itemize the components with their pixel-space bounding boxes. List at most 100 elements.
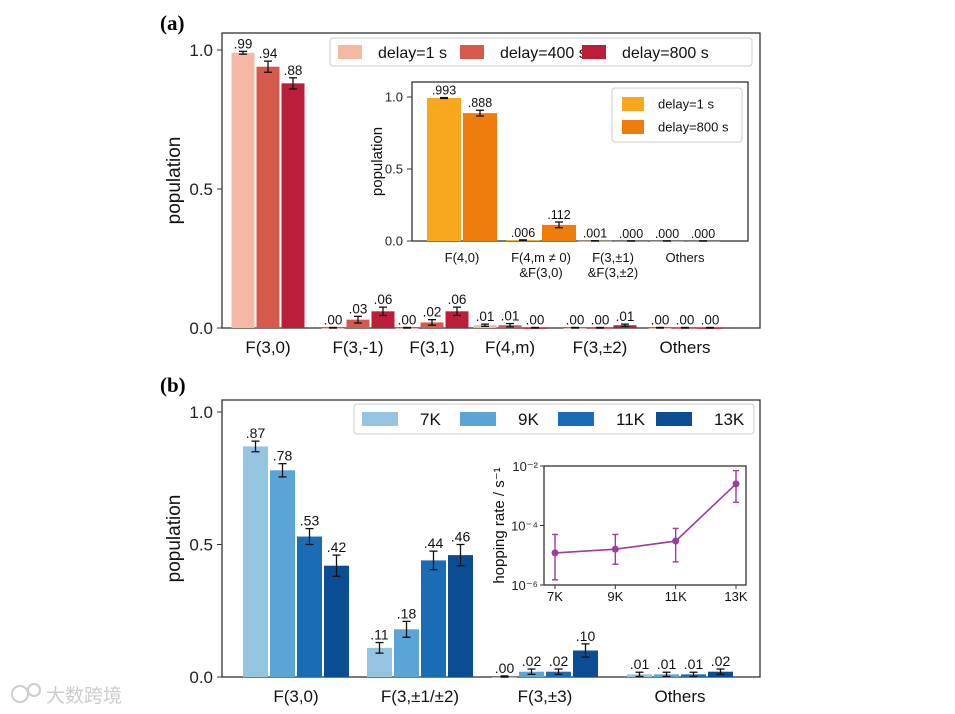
- y-axis-label: population: [164, 495, 185, 583]
- bar-value-label: .87: [246, 425, 266, 441]
- bar-value-label: .06: [374, 292, 393, 307]
- bar-value-label: .02: [549, 653, 569, 669]
- legend: [329, 37, 753, 67]
- bar: [463, 113, 497, 241]
- legend-label: delay=800 s: [658, 120, 729, 135]
- y-tick-label: 10⁻⁴: [511, 519, 538, 534]
- svg-text:大数跨境: 大数跨境: [46, 685, 122, 707]
- bar-value-label: .01: [630, 656, 650, 672]
- y-tick-label: 0.5: [189, 536, 213, 555]
- x-tick-label: F(3,-1): [333, 338, 384, 357]
- bar-value-label: .00: [566, 312, 585, 327]
- bar-value-label: .06: [448, 292, 467, 307]
- bar-value-label: .00: [701, 312, 720, 327]
- x-tick-label: F(3,±2): [573, 338, 628, 357]
- series-line: [554, 483, 737, 554]
- bar: [346, 319, 370, 328]
- bar-value-label: .18: [397, 605, 417, 621]
- x-tick-label: F(3,±1): [592, 250, 634, 265]
- bar-value-label: .00: [676, 312, 695, 327]
- legend-label: 13K: [714, 410, 745, 429]
- bar: [281, 83, 305, 328]
- bar-value-label: .888: [468, 96, 492, 110]
- legend: [353, 403, 755, 435]
- bar: [297, 536, 322, 677]
- bar-value-label: .10: [576, 628, 596, 644]
- bar: [427, 98, 461, 242]
- data-point: [732, 480, 740, 488]
- y-axis-label: population: [369, 127, 386, 196]
- bar: [324, 565, 349, 677]
- bar-value-label: .53: [300, 513, 320, 529]
- legend-swatch: [338, 45, 362, 59]
- bar-value-label: .00: [651, 312, 670, 327]
- panel-label-a: (a): [160, 11, 185, 35]
- bar-value-label: .00: [398, 312, 417, 327]
- panel-a-inset: 0.0 0.5 1.0 population F(4,0) .993 .888 F(4,m ≠…: [369, 81, 749, 280]
- bar-value-label: .006: [511, 226, 535, 240]
- legend-label: delay=400 s: [500, 45, 587, 62]
- x-tick-label: F(4,m): [485, 338, 535, 357]
- y-tick-label: 0.5: [385, 162, 403, 177]
- bar: [256, 66, 280, 329]
- y-tick-label: 1.0: [189, 41, 213, 60]
- plot-frame: [543, 465, 747, 586]
- x-tick-label: 9K: [607, 589, 623, 604]
- x-tick-label: F(3,0): [273, 687, 318, 706]
- y-tick-label: 1.0: [385, 90, 403, 105]
- y-axis-label: hopping rate / s⁻¹: [491, 467, 508, 583]
- y-tick-label: 0.0: [189, 319, 213, 338]
- bar-value-label: .01: [616, 309, 635, 324]
- x-tick-label: 13K: [724, 589, 747, 604]
- bar-value-label: .00: [591, 312, 610, 327]
- bar: [542, 224, 576, 241]
- x-tick-label: Others: [654, 687, 705, 706]
- y-tick-label: 0.5: [189, 180, 213, 199]
- bar-value-label: .993: [432, 84, 456, 98]
- bar-value-label: .000: [655, 227, 679, 241]
- bar-value-label: .001: [583, 227, 607, 241]
- bar-value-label: .01: [684, 656, 704, 672]
- y-tick-label: 10⁻⁶: [511, 578, 538, 593]
- legend-label: delay=1 s: [378, 45, 447, 62]
- panel-label-b: (b): [160, 373, 186, 397]
- x-tick-label: F(3,±1/±2): [381, 687, 459, 706]
- data-point: [551, 549, 559, 557]
- bar: [445, 311, 469, 328]
- bar: [371, 311, 395, 328]
- legend: [611, 87, 743, 143]
- bar-value-label: .00: [495, 660, 515, 676]
- watermark: 大数跨境: [11, 683, 122, 707]
- legend-swatch: [558, 412, 594, 426]
- y-tick-label: 0.0: [189, 668, 213, 687]
- x-tick-label: F(3,0): [245, 338, 290, 357]
- x-tick-label: F(4,0): [445, 250, 480, 265]
- y-tick-label: 0.0: [385, 234, 403, 249]
- data-point: [611, 545, 619, 553]
- bar-value-label: .00: [526, 312, 545, 327]
- legend-swatch: [582, 45, 606, 59]
- bar-value-label: .99: [234, 36, 253, 51]
- legend-swatch: [362, 412, 398, 426]
- y-axis-label: population: [164, 137, 185, 225]
- data-point: [672, 537, 680, 545]
- legend-swatch: [622, 97, 644, 111]
- panel-b-inset: 10⁻⁶ 10⁻⁴ 10⁻² hopping rate / s⁻¹ 7K 9K 11K 13K: [491, 459, 748, 604]
- x-tick-label: 11K: [665, 589, 687, 604]
- legend-swatch: [460, 45, 484, 59]
- legend-swatch: [460, 412, 496, 426]
- bar-value-label: .01: [501, 309, 520, 324]
- bar-value-label: .03: [349, 301, 368, 316]
- legend-label: delay=1 s: [658, 97, 715, 112]
- bar-value-label: .02: [423, 305, 442, 320]
- bar: [243, 446, 268, 677]
- bar: [421, 560, 446, 677]
- bar-value-label: .88: [284, 63, 303, 78]
- bar-value-label: .112: [547, 208, 570, 222]
- x-tick-label: &F(3,0): [519, 265, 562, 280]
- bar-value-label: .78: [273, 448, 293, 464]
- bar-value-label: .01: [657, 656, 677, 672]
- y-tick-label: 10⁻²: [512, 459, 538, 474]
- x-tick-label: &F(3,±2): [588, 265, 638, 280]
